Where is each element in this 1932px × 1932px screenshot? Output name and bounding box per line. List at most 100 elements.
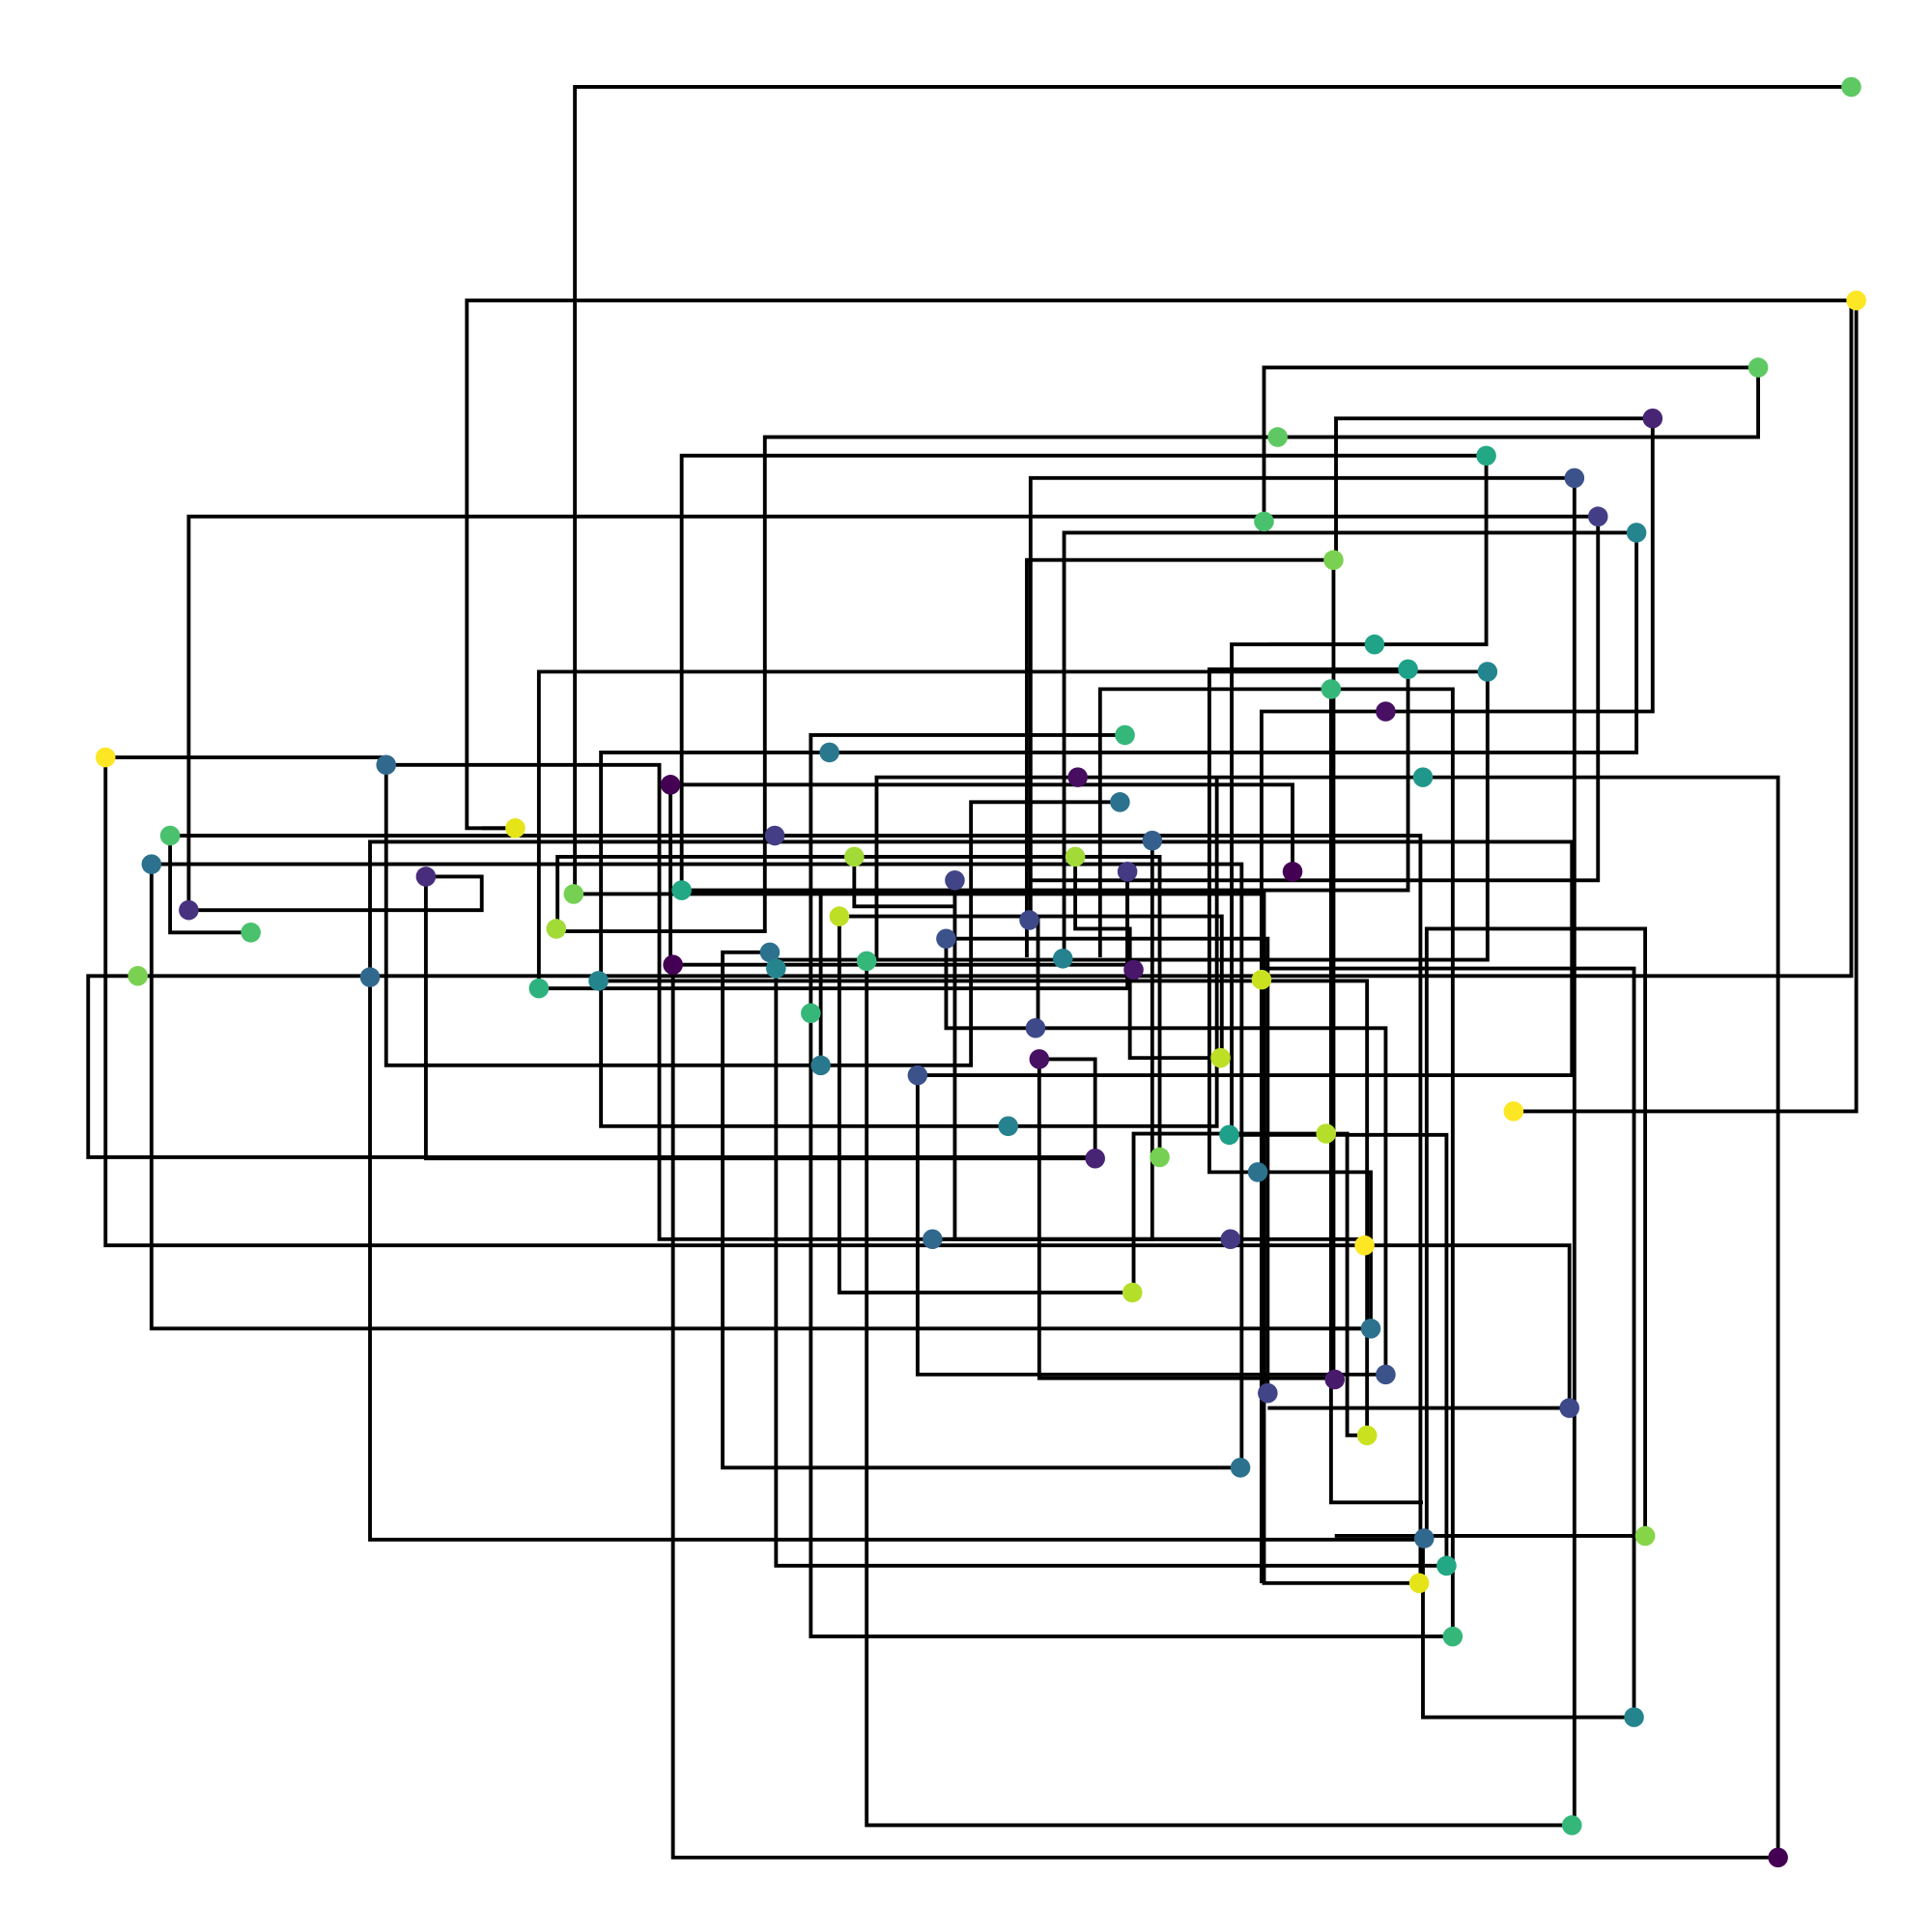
- node-15: [1321, 679, 1342, 699]
- edge-44: [368, 839, 1575, 1078]
- edge-35: [103, 757, 1365, 1248]
- edge-40: [151, 862, 1244, 1468]
- edge-62: [865, 960, 1573, 1828]
- edge-4: [1262, 365, 1759, 522]
- edge-1: [573, 85, 1852, 895]
- node-80: [1634, 1525, 1656, 1547]
- node-4: [1267, 427, 1288, 447]
- edge-51: [1073, 856, 1221, 1061]
- node-12: [1364, 634, 1385, 655]
- node-48: [1123, 959, 1144, 980]
- node-20: [95, 747, 116, 768]
- edge-75: [1258, 1170, 1373, 1329]
- edge-66: [538, 871, 1130, 991]
- edge-2: [465, 298, 1857, 831]
- node-46: [1052, 949, 1073, 969]
- node-43: [936, 928, 956, 950]
- node-51: [359, 967, 381, 987]
- node-86: [1768, 1847, 1788, 1868]
- edge-20: [681, 668, 1410, 893]
- node-40: [241, 923, 261, 943]
- edge-79: [1424, 926, 1648, 1538]
- edge-50: [852, 856, 955, 909]
- node-64: [1316, 1123, 1337, 1144]
- node-85: [1561, 1815, 1582, 1835]
- edge-24: [1328, 689, 1424, 1505]
- edge-57: [1037, 1059, 1337, 1380]
- edge-39: [149, 864, 1372, 1331]
- edge-64: [721, 950, 1241, 1470]
- node-72: [1360, 1319, 1381, 1339]
- edge-70: [915, 1075, 1386, 1377]
- edge-42: [423, 876, 1095, 1161]
- node-5: [1642, 408, 1663, 429]
- node-7: [1564, 468, 1585, 489]
- node-11: [1323, 550, 1344, 570]
- node-16: [1376, 701, 1396, 722]
- node-62: [998, 1116, 1018, 1137]
- edge-41: [188, 874, 484, 913]
- node-52: [588, 971, 609, 991]
- node-81: [1436, 1555, 1457, 1577]
- edge-23: [1097, 687, 1331, 958]
- edge-46: [86, 974, 1095, 1159]
- node-6: [1476, 445, 1496, 467]
- node-37: [671, 880, 692, 900]
- node-24: [1110, 792, 1130, 812]
- edge-29: [384, 764, 1121, 1067]
- node-26: [159, 825, 181, 846]
- edge-48: [555, 854, 1162, 1157]
- node-9: [1254, 511, 1274, 532]
- edge-60: [837, 916, 1133, 1294]
- node-29: [141, 854, 162, 874]
- edge-59: [946, 936, 1270, 1394]
- node-18: [819, 742, 839, 763]
- edge-28: [385, 762, 1154, 1241]
- node-84: [1624, 1707, 1644, 1727]
- edge-58: [944, 938, 1037, 1031]
- node-59: [810, 1055, 831, 1076]
- edge-32: [874, 775, 1078, 959]
- node-58: [1210, 1047, 1231, 1068]
- node-75: [1258, 1382, 1278, 1404]
- node-45: [856, 951, 877, 972]
- edge-9: [1230, 455, 1489, 1134]
- node-71: [1122, 1282, 1143, 1303]
- edge-8: [679, 453, 1487, 891]
- node-82: [1408, 1573, 1430, 1594]
- node-53: [528, 978, 550, 999]
- edge-layer: [86, 85, 1859, 1860]
- edge-19: [1208, 667, 1408, 1175]
- edge-71: [1008, 777, 1219, 1128]
- edge-55: [1037, 1026, 1388, 1375]
- edge-45: [368, 977, 1425, 1542]
- edge-3: [1513, 300, 1859, 1114]
- node-74: [1376, 1364, 1396, 1385]
- node-13: [1398, 659, 1418, 680]
- node-69: [1220, 1229, 1241, 1250]
- node-28: [1142, 830, 1163, 851]
- node-47: [663, 954, 683, 975]
- node-23: [1412, 767, 1434, 787]
- edge-25: [1259, 709, 1386, 980]
- node-67: [1247, 1162, 1268, 1182]
- node-33: [415, 867, 437, 887]
- edge-38: [170, 834, 1423, 1583]
- edge-16: [1025, 557, 1334, 958]
- node-1: [1841, 76, 1861, 98]
- node-10: [1626, 523, 1647, 543]
- node-61: [1503, 1101, 1524, 1122]
- node-57: [1029, 1049, 1050, 1069]
- node-66: [1150, 1147, 1170, 1168]
- node-56: [1025, 1017, 1046, 1038]
- node-22: [1067, 767, 1088, 787]
- node-21: [660, 775, 681, 795]
- node-55: [801, 1003, 821, 1024]
- edge-22: [777, 671, 1490, 962]
- node-77: [1356, 1425, 1378, 1446]
- node-44: [759, 942, 781, 963]
- edge-21: [536, 669, 1488, 989]
- node-layer: [95, 76, 1866, 1868]
- node-42: [1019, 910, 1039, 930]
